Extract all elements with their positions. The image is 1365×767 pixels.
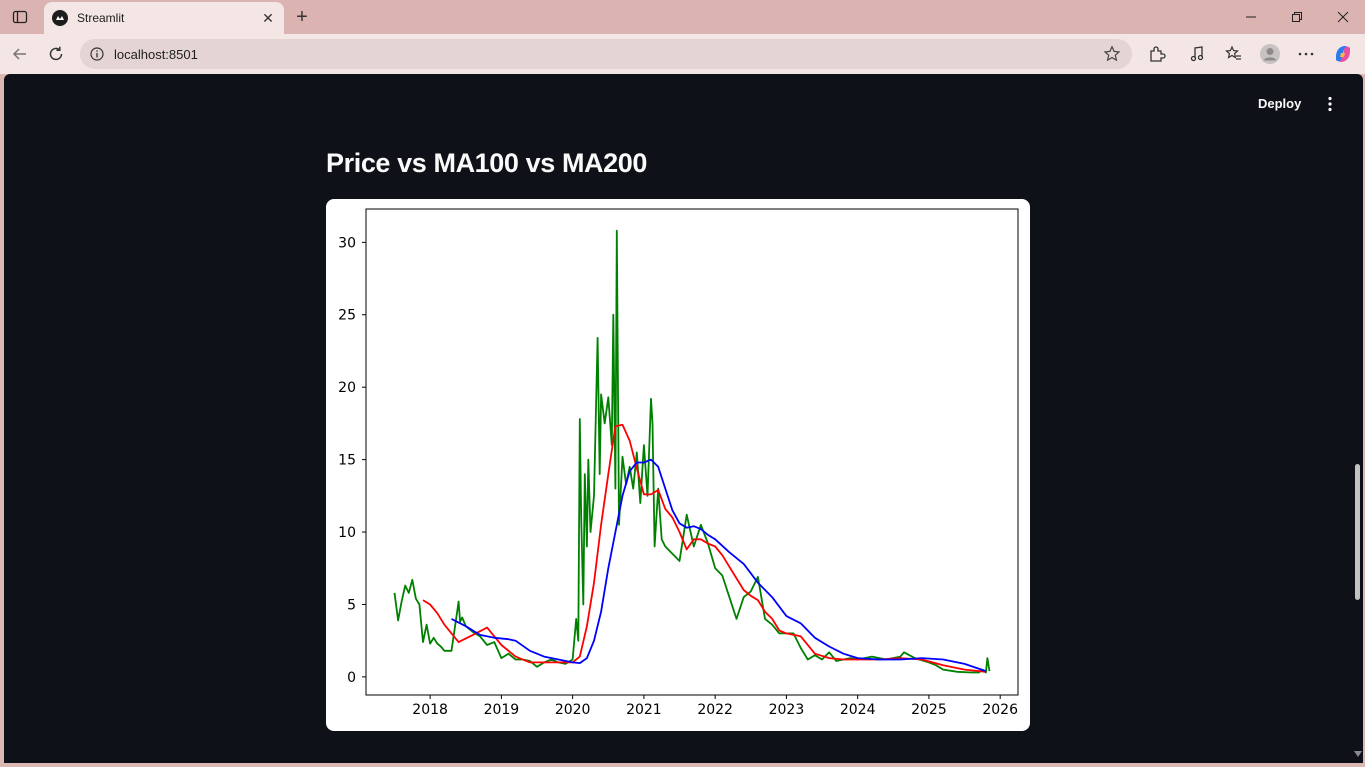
x-tick-label: 2022 — [697, 702, 733, 718]
y-tick-label: 30 — [338, 235, 356, 251]
y-tick-label: 0 — [347, 670, 356, 686]
scrollbar-thumb[interactable] — [1355, 464, 1360, 600]
x-tick-label: 2021 — [626, 702, 662, 718]
media-control-icon[interactable] — [1186, 42, 1210, 66]
x-tick-label: 2024 — [840, 702, 876, 718]
tab-strip: Streamlit ✕ + — [0, 0, 1365, 34]
more-options-icon[interactable] — [1294, 42, 1318, 66]
scrollbar[interactable] — [1353, 74, 1363, 763]
tab-title: Streamlit — [77, 11, 125, 25]
x-tick-label: 2020 — [555, 702, 591, 718]
minimize-icon[interactable] — [1228, 0, 1274, 34]
y-tick-label: 5 — [347, 597, 356, 613]
favorites-icon[interactable] — [1222, 42, 1246, 66]
main-menu-icon[interactable] — [1320, 94, 1340, 114]
address-bar[interactable]: localhost:8501 — [80, 39, 1132, 69]
reload-icon[interactable] — [44, 42, 68, 66]
plot-frame — [365, 208, 1019, 696]
site-info-icon[interactable] — [89, 46, 105, 62]
app-viewport: Deploy Price vs MA100 vs MA200 2018 2019 2… — [4, 74, 1363, 763]
back-icon[interactable] — [8, 42, 32, 66]
extensions-icon[interactable] — [1145, 42, 1169, 66]
close-window-icon[interactable] — [1320, 0, 1365, 34]
series-line-2 — [451, 458, 987, 672]
copilot-icon[interactable] — [1331, 42, 1355, 66]
new-tab-icon[interactable]: + — [296, 5, 308, 28]
browser-toolbar: localhost:8501 — [0, 34, 1365, 74]
x-tick-label: 2023 — [769, 702, 805, 718]
chart-card: 2018 2019 2020 2021 2022 2023 2024 2025 2026 0 5 10… — [326, 199, 1030, 731]
profile-avatar-icon[interactable] — [1258, 42, 1282, 66]
sidebar-toggle-icon[interactable] — [10, 7, 30, 27]
streamlit-favicon-icon — [52, 10, 68, 26]
series-line-0 — [393, 229, 991, 674]
page-title: Price vs MA100 vs MA200 — [326, 148, 647, 178]
x-tick-label: 2019 — [484, 702, 520, 718]
favorite-star-icon[interactable] — [1102, 44, 1122, 64]
x-tick-label: 2025 — [911, 702, 947, 718]
y-tick-label: 25 — [338, 308, 356, 324]
restore-icon[interactable] — [1274, 0, 1320, 34]
x-tick-label: 2026 — [982, 702, 1018, 718]
deploy-button[interactable]: Deploy — [1258, 96, 1302, 111]
scroll-down-icon[interactable] — [1354, 750, 1362, 758]
series-line-1 — [422, 423, 986, 673]
price-ma-chart: 2018 2019 2020 2021 2022 2023 2024 2025 20260510… — [338, 208, 1019, 718]
close-tab-icon[interactable]: ✕ — [262, 9, 274, 26]
y-tick-label: 10 — [338, 525, 356, 541]
x-tick-label: 2018 — [412, 702, 448, 718]
y-tick-label: 15 — [338, 453, 356, 469]
browser-tab[interactable]: Streamlit ✕ — [44, 2, 284, 34]
url-text[interactable]: localhost:8501 — [114, 46, 198, 62]
y-tick-label: 20 — [338, 380, 356, 396]
